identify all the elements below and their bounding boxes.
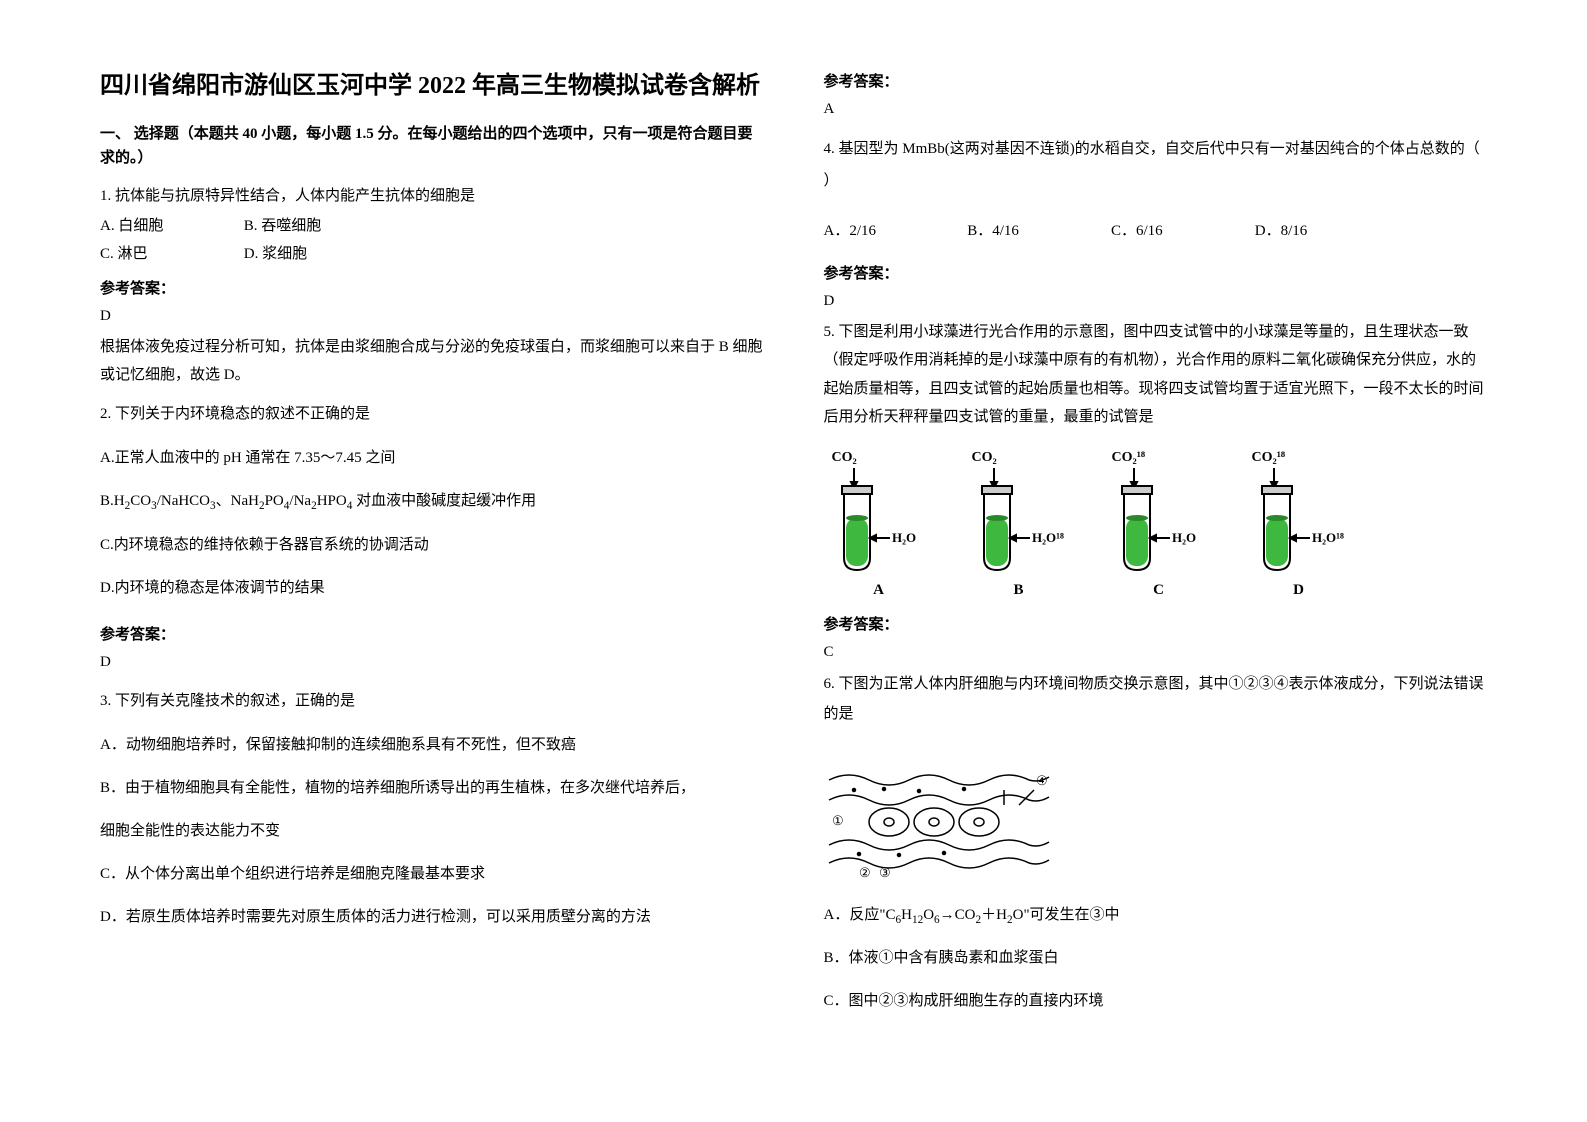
right-column: 参考答案： A 4. 基因型为 MmBb(这两对基因不连锁)的水稻自交，自交后代… — [824, 70, 1488, 1072]
q2-opt-a: A.正常人血液中的 pH 通常在 7.35～7.45 之间 — [100, 442, 764, 475]
q1-opt-b: B. 吞噬细胞 — [244, 212, 322, 241]
tube-top-label: CO₂ — [832, 450, 857, 466]
test-tube-icon: H₂O — [1104, 468, 1214, 578]
tube-A: CO₂ H₂O A — [824, 450, 934, 599]
q4-opts: A．2/16 B．4/16 C．6/16 D．8/16 — [824, 217, 1488, 246]
q4-opt-d: D．8/16 — [1255, 217, 1308, 246]
q2-opt-c: C.内环境稳态的维持依赖于各器官系统的协调活动 — [100, 529, 764, 562]
page-container: 四川省绵阳市游仙区玉河中学 2022 年高三生物模拟试卷含解析 一、 选择题（本… — [100, 70, 1487, 1072]
q2-answer-label: 参考答案： — [100, 623, 764, 644]
q5-stem: 5. 下图是利用小球藻进行光合作用的示意图，图中四支试管中的小球藻是等量的，且生… — [824, 318, 1488, 432]
test-tube-diagram: CO₂ H₂O ACO₂ H₂O¹⁸ BCO₂¹⁸ — [824, 450, 1488, 599]
q3-answer: A — [824, 101, 1488, 118]
cell-exchange-diagram: ① ② ③ ④ — [824, 745, 1054, 885]
exam-title: 四川省绵阳市游仙区玉河中学 2022 年高三生物模拟试卷含解析 — [100, 70, 764, 104]
left-column: 四川省绵阳市游仙区玉河中学 2022 年高三生物模拟试卷含解析 一、 选择题（本… — [100, 70, 764, 1072]
q6-opt-c: C．图中②③构成肝细胞生存的直接内环境 — [824, 985, 1488, 1018]
q4-opt-a: A．2/16 — [824, 217, 964, 246]
q1-opts-row2: C. 淋巴 D. 浆细胞 — [100, 240, 764, 269]
svg-text:H₂O: H₂O — [1172, 530, 1196, 545]
q4-opt-b: B．4/16 — [967, 217, 1107, 246]
q4-answer-label: 参考答案： — [824, 262, 1488, 283]
test-tube-icon: H₂O — [824, 468, 934, 578]
q3-opt-a: A．动物细胞培养时，保留接触抑制的连续细胞系具有不死性，但不致癌 — [100, 729, 764, 762]
q1-opt-a: A. 白细胞 — [100, 212, 240, 241]
cell-label-1: ① — [832, 813, 844, 828]
q4-answer: D — [824, 293, 1488, 310]
svg-text:H₂O: H₂O — [892, 530, 916, 545]
tube-top-label: CO₂¹⁸ — [1112, 450, 1146, 466]
q3-answer-label: 参考答案： — [824, 70, 1488, 91]
cell-label-3: ③ — [879, 865, 891, 880]
tube-letter-label: A — [873, 582, 884, 599]
q3-stem: 3. 下列有关克隆技术的叙述，正确的是 — [100, 687, 764, 716]
tube-D: CO₂¹⁸ H₂O¹⁸ D — [1244, 450, 1354, 599]
tube-letter-label: C — [1153, 582, 1164, 599]
section-1-header: 一、 选择题（本题共 40 小题，每小题 1.5 分。在每小题给出的四个选项中，… — [100, 122, 764, 170]
test-tube-icon: H₂O¹⁸ — [964, 468, 1074, 578]
tube-B: CO₂ H₂O¹⁸ B — [964, 450, 1074, 599]
tube-letter-label: B — [1013, 582, 1023, 599]
q2-answer: D — [100, 654, 764, 671]
q1-stem: 1. 抗体能与抗原特异性结合，人体内能产生抗体的细胞是 — [100, 184, 764, 208]
q1-opts-row1: A. 白细胞 B. 吞噬细胞 — [100, 212, 764, 241]
q3-opt-b2: 细胞全能性的表达能力不变 — [100, 815, 764, 848]
tube-C: CO₂¹⁸ H₂O C — [1104, 450, 1214, 599]
q3-opt-b: B．由于植物细胞具有全能性，植物的培养细胞所诱导出的再生植株，在多次继代培养后， — [100, 772, 764, 805]
svg-text:H₂O¹⁸: H₂O¹⁸ — [1312, 530, 1344, 545]
q2-opt-d: D.内环境的稳态是体液调节的结果 — [100, 572, 764, 605]
cell-label-2: ② — [859, 865, 871, 880]
q4-opt-c: C．6/16 — [1111, 217, 1251, 246]
q5-answer-label: 参考答案： — [824, 613, 1488, 634]
q1-explain: 根据体液免疫过程分析可知，抗体是由浆细胞合成与分泌的免疫球蛋白，而浆细胞可以来自… — [100, 333, 764, 390]
q2-stem: 2. 下列关于内环境稳态的叙述不正确的是 — [100, 400, 764, 429]
q2-opt-b: B.H2CO3/NaHCO3、NaH2PO4/Na2HPO4 对血液中酸碱度起缓… — [100, 485, 764, 519]
svg-text:H₂O¹⁸: H₂O¹⁸ — [1032, 530, 1064, 545]
q1-answer: D — [100, 308, 764, 325]
tube-top-label: CO₂¹⁸ — [1252, 450, 1286, 466]
q4-stem: 4. 基因型为 MmBb(这两对基因不连锁)的水稻自交，自交后代中只有一对基因纯… — [824, 134, 1488, 197]
q6-opt-b: B．体液①中含有胰岛素和血浆蛋白 — [824, 942, 1488, 975]
tube-top-label: CO₂ — [972, 450, 997, 466]
q5-answer: C — [824, 644, 1488, 661]
q3-opt-d: D．若原生质体培养时需要先对原生质体的活力进行检测，可以采用质壁分离的方法 — [100, 901, 764, 934]
q1-opt-d: D. 浆细胞 — [244, 240, 307, 269]
q1-answer-label: 参考答案： — [100, 277, 764, 298]
tube-letter-label: D — [1293, 582, 1304, 599]
q1-opt-c: C. 淋巴 — [100, 240, 240, 269]
cell-label-4: ④ — [1036, 773, 1048, 788]
q6-opt-a: A．反应"C6H12O6→CO2＋H2O"可发生在③中 — [824, 899, 1488, 933]
q6-stem: 6. 下图为正常人体内肝细胞与内环境间物质交换示意图，其中①②③④表示体液成分，… — [824, 669, 1488, 729]
test-tube-icon: H₂O¹⁸ — [1244, 468, 1354, 578]
q3-opt-c: C．从个体分离出单个组织进行培养是细胞克隆最基本要求 — [100, 858, 764, 891]
